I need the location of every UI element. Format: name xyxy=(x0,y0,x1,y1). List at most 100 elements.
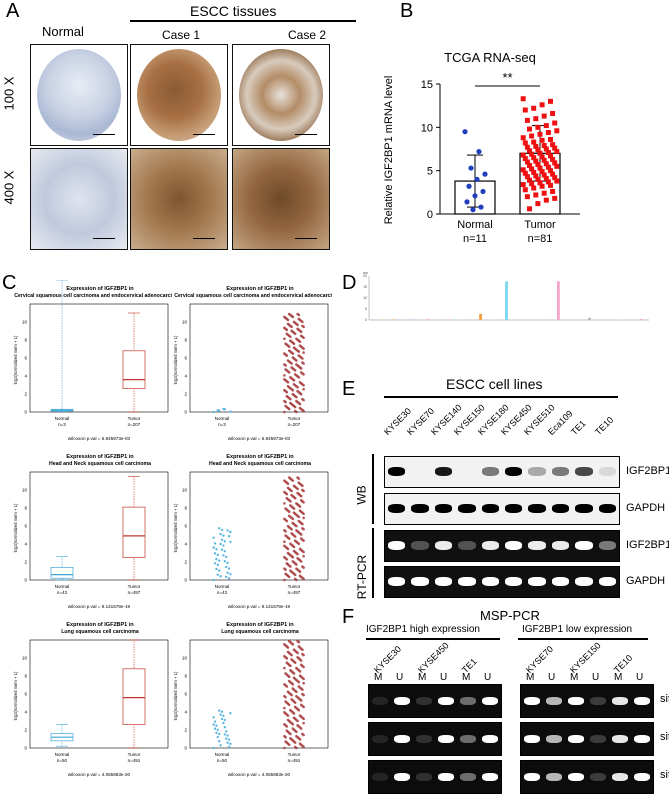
tumor-point xyxy=(296,476,299,479)
panel-c-label: C xyxy=(2,272,17,294)
tumor-point xyxy=(286,359,290,362)
tumor-point xyxy=(541,143,547,149)
normal-point xyxy=(213,562,217,565)
u-band xyxy=(634,697,650,705)
tumor-point xyxy=(302,681,305,685)
tumor-point xyxy=(283,567,286,570)
tumor-point xyxy=(290,532,293,535)
tumor-point xyxy=(283,540,286,544)
y-tick-label: 2 xyxy=(24,728,27,733)
band xyxy=(411,541,429,550)
tumor-point xyxy=(295,502,298,505)
n-label: n=11 xyxy=(463,233,487,245)
normal-point xyxy=(223,540,226,543)
tumor-point xyxy=(295,666,298,670)
cell-line-label: KYSE30 xyxy=(372,643,404,676)
normal-point xyxy=(226,529,229,532)
band xyxy=(481,467,499,476)
tumor-point xyxy=(520,152,526,158)
normal-point xyxy=(219,542,222,546)
panel-b-label: B xyxy=(400,0,414,22)
tumor-point xyxy=(302,554,305,558)
tumor-point xyxy=(283,374,286,377)
tumor-point xyxy=(284,534,287,537)
normal-point xyxy=(220,528,224,532)
u-label: U xyxy=(548,672,556,683)
tumor-point xyxy=(287,349,291,352)
ihc-case1-100x xyxy=(130,44,228,146)
tumor-point xyxy=(298,344,302,347)
y-tick-label: 8 xyxy=(24,506,27,511)
normal-n: n=43 xyxy=(217,590,228,595)
tumor-point xyxy=(285,729,289,733)
tumor-point xyxy=(302,721,305,725)
tumor-point xyxy=(550,110,556,116)
tumor-point xyxy=(284,342,287,345)
tumor-point xyxy=(552,195,558,201)
tumor-point xyxy=(283,682,286,686)
tumor-point xyxy=(524,159,530,165)
m-band xyxy=(524,773,540,781)
tumor-point xyxy=(550,142,556,148)
tumor-point xyxy=(301,488,304,492)
cell-line-label: KYSE150 xyxy=(568,640,603,676)
tumor-point xyxy=(541,157,547,163)
m-band xyxy=(568,735,584,743)
tumor-point xyxy=(283,555,286,559)
x-tick-label: Normal xyxy=(457,219,492,231)
normal-n: n=43 xyxy=(57,590,68,595)
tumor-point xyxy=(293,705,297,709)
tumor-point xyxy=(537,150,543,156)
tumor-point xyxy=(289,668,292,672)
normal-point xyxy=(225,565,228,569)
normal-point xyxy=(218,709,221,712)
y-tick-label: 10 xyxy=(22,656,28,661)
tumor-point xyxy=(287,514,291,518)
tissue-bar xyxy=(391,319,394,320)
tumor-point xyxy=(543,123,549,129)
box xyxy=(122,668,146,725)
pvalue-label: wilcoxon p.val = 9.141578e-19 xyxy=(68,604,131,609)
tissue-bar xyxy=(505,281,508,320)
tumor-point xyxy=(539,154,545,160)
normal-n: n=50 xyxy=(57,758,68,763)
normal-point xyxy=(220,538,224,542)
tumor-point xyxy=(290,658,293,661)
normal-point xyxy=(215,548,218,551)
tumor-point xyxy=(292,549,296,553)
cell-line-label: KYSE450 xyxy=(416,640,451,676)
normal-point xyxy=(216,409,219,412)
y-tick-label: 8 xyxy=(184,506,187,511)
tumor-point xyxy=(552,160,558,166)
tumor-point xyxy=(552,120,558,126)
tumor-point xyxy=(291,687,295,690)
band xyxy=(575,504,593,513)
tumor-point xyxy=(548,136,553,142)
tumor-point xyxy=(293,745,297,749)
normal-point xyxy=(227,567,231,570)
tumor-point xyxy=(552,175,558,181)
u-label: U xyxy=(636,672,644,683)
normal-point xyxy=(212,546,215,549)
x-tick-label: Tumor xyxy=(524,219,556,231)
tumor-point xyxy=(531,155,537,161)
band xyxy=(458,467,475,476)
m-label: M xyxy=(526,672,535,683)
tumor-point xyxy=(295,529,298,532)
y-tick-label: 8 xyxy=(24,338,27,343)
tumor-point xyxy=(535,176,541,182)
band xyxy=(575,467,593,476)
plot-title: Expression of IGF2BP1 in xyxy=(66,622,134,628)
normal-point xyxy=(223,550,226,553)
tumor-point xyxy=(296,389,299,393)
tumor-point xyxy=(535,201,541,207)
tumor-point xyxy=(529,151,535,157)
tumor-point xyxy=(554,163,560,169)
normal-n: n=3 xyxy=(218,422,226,427)
y-tick-label: 10 xyxy=(421,122,433,134)
plot-frame xyxy=(189,471,329,581)
band xyxy=(551,577,570,586)
normal-point xyxy=(226,571,229,574)
